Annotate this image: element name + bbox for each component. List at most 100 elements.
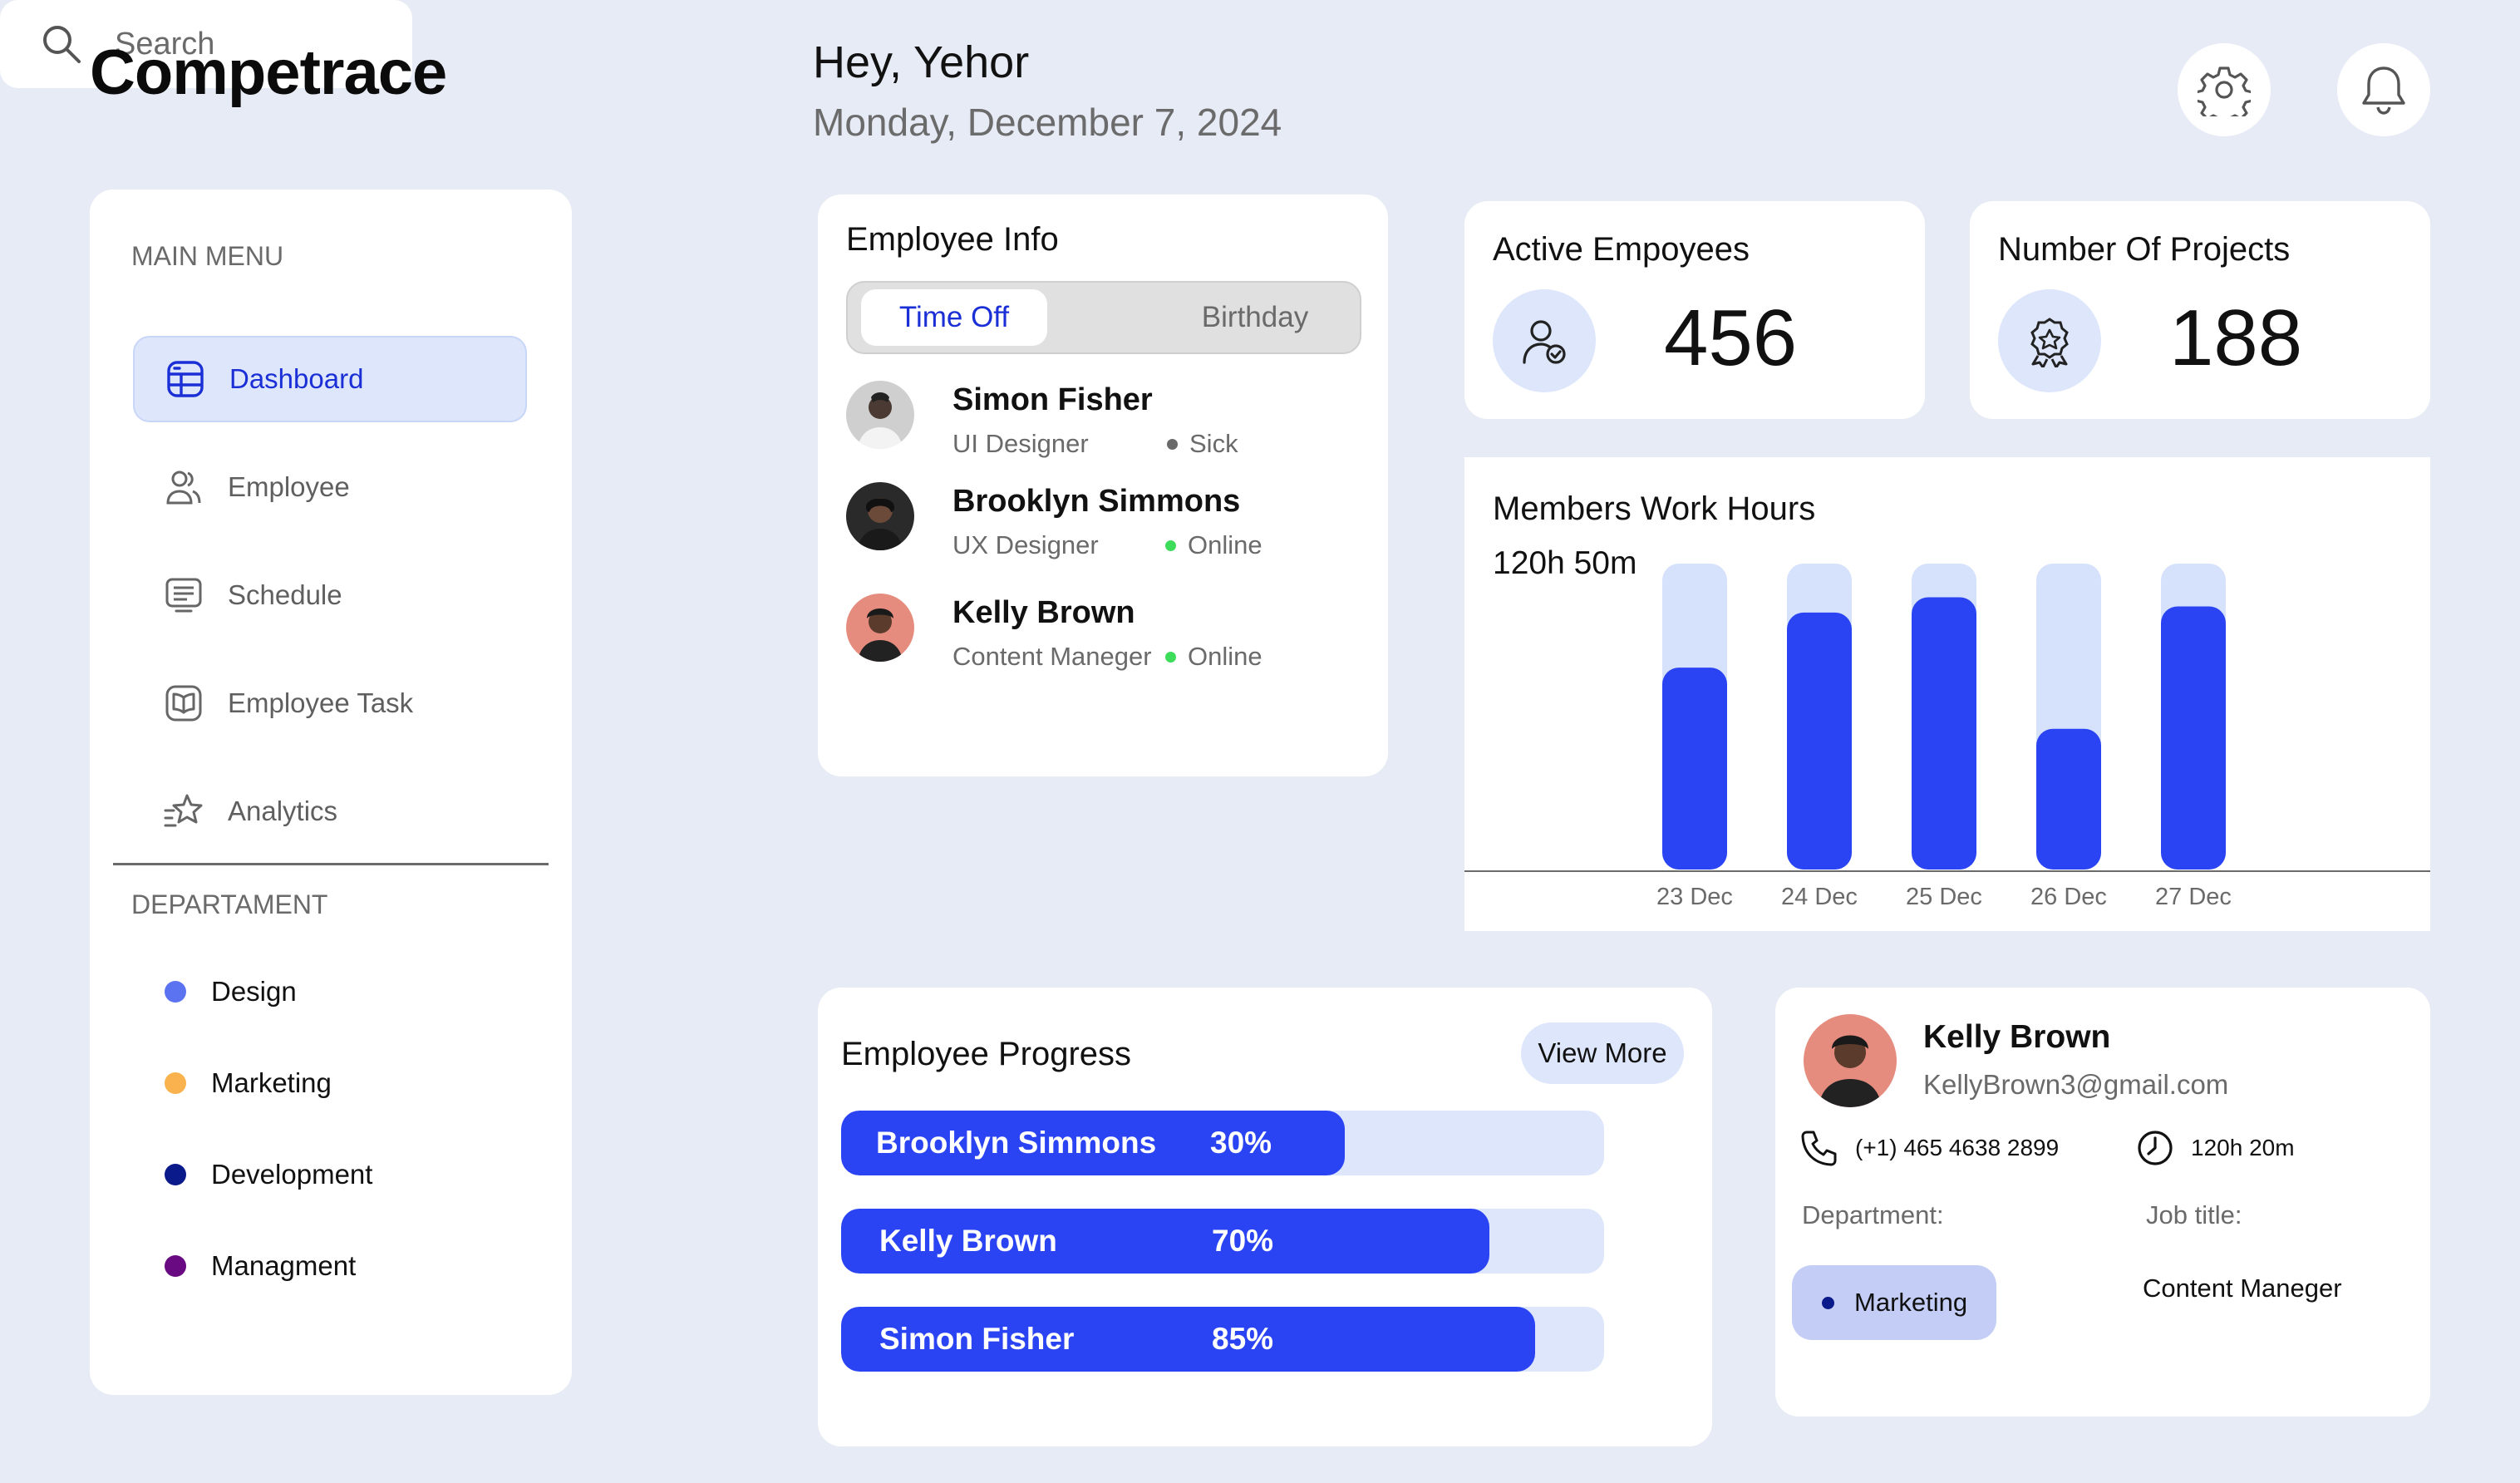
employee-row[interactable]: Simon Fisher UI Designer Sick — [846, 381, 1361, 459]
profile-name: Kelly Brown — [1923, 1019, 2111, 1055]
sidebar-item-dashboard[interactable]: Dashboard — [133, 336, 527, 422]
department-item-marketing[interactable]: Marketing — [165, 1067, 332, 1099]
employee-name: Kelly Brown — [952, 595, 1135, 630]
work-hours-chart: 23 Dec 24 Dec 25 Dec 26 Dec 27 Dec — [1464, 564, 2430, 910]
chart-title: Members Work Hours — [1493, 490, 1816, 527]
progress-percent: 30% — [1210, 1126, 1272, 1160]
employee-info-title: Employee Info — [846, 221, 1059, 258]
schedule-icon — [163, 574, 204, 616]
sidebar-item-employee[interactable]: Employee — [133, 444, 527, 530]
sidebar: MAIN MENU Dashboard Employee — [90, 190, 572, 1395]
award-icon — [1998, 289, 2101, 392]
department-title: DEPARTAMENT — [131, 889, 328, 919]
sidebar-item-employee-task[interactable]: Employee Task — [133, 660, 527, 746]
department-item-development[interactable]: Development — [165, 1159, 372, 1190]
sidebar-divider — [113, 863, 549, 865]
search-bar[interactable] — [0, 0, 412, 88]
tab-birthday[interactable]: Birthday — [1201, 301, 1309, 333]
dashboard-icon — [165, 358, 206, 400]
phone-text: (+1) 465 4638 2899 — [1855, 1135, 2060, 1160]
avatar — [846, 381, 914, 449]
status-dot — [1165, 651, 1176, 663]
department-label: Department: — [1802, 1200, 1944, 1229]
search-input[interactable] — [113, 25, 382, 63]
employee-row[interactable]: Brooklyn Simmons UX Designer Online — [846, 482, 1361, 560]
department-dot — [1822, 1296, 1834, 1309]
profile-card: Kelly Brown KellyBrown3@gmail.com (+1) 4… — [1775, 988, 2430, 1416]
clock-icon — [2136, 1129, 2174, 1167]
settings-button[interactable] — [2178, 43, 2271, 136]
progress-name: Simon Fisher — [879, 1322, 1075, 1356]
projects-card: Number Of Projects 188 — [1970, 201, 2430, 419]
profile-phone[interactable]: (+1) 465 4638 2899 — [1800, 1129, 2059, 1167]
status-text: Online — [1188, 642, 1262, 671]
chart-tick-label: 26 Dec — [2030, 884, 2107, 910]
users-icon — [163, 466, 204, 508]
job-title-label: Job title: — [2146, 1200, 2242, 1229]
progress-title: Employee Progress — [841, 1036, 1132, 1072]
sidebar-item-label: Schedule — [228, 579, 342, 610]
progress-bar: Brooklyn Simmons 30% — [841, 1111, 1604, 1175]
chart-bar[interactable] — [2161, 606, 2226, 870]
progress-name: Brooklyn Simmons — [876, 1126, 1157, 1160]
projects-title: Number Of Projects — [1998, 231, 2291, 268]
department-value: Marketing — [1854, 1288, 1968, 1317]
chart-bar[interactable] — [1912, 597, 1976, 870]
progress-percent: 70% — [1212, 1224, 1274, 1258]
department-label: Design — [211, 976, 297, 1007]
view-more-button[interactable]: View More — [1521, 1022, 1684, 1084]
phone-icon — [1800, 1129, 1838, 1167]
chart-bar[interactable] — [1662, 668, 1727, 870]
chart-total-hours: 120h 50m — [1493, 545, 1637, 581]
employee-row[interactable]: Kelly Brown Content Maneger Online — [846, 594, 1361, 671]
sidebar-item-analytics[interactable]: Analytics — [133, 768, 527, 855]
search-icon — [43, 26, 81, 63]
department-item-managment[interactable]: Managment — [165, 1250, 356, 1282]
department-dot — [165, 1255, 186, 1277]
department-dot — [165, 1164, 186, 1185]
sidebar-item-schedule[interactable]: Schedule — [133, 552, 527, 638]
tab-time-off[interactable]: Time Off — [861, 289, 1047, 346]
projects-value: 188 — [2169, 293, 2303, 382]
active-employees-value: 456 — [1664, 293, 1798, 382]
department-label: Marketing — [211, 1067, 332, 1098]
progress-bar: Simon Fisher 85% — [841, 1307, 1604, 1372]
department-label: Development — [211, 1159, 373, 1190]
bell-icon — [2362, 67, 2405, 115]
status-dot — [1167, 438, 1178, 450]
chart-tick-label: 24 Dec — [1781, 884, 1858, 910]
progress-percent: 85% — [1212, 1322, 1274, 1356]
chart-bar[interactable] — [1787, 612, 1852, 870]
progress-bar: Kelly Brown 70% — [841, 1209, 1604, 1274]
department-label: Managment — [211, 1250, 357, 1281]
notifications-button[interactable] — [2337, 43, 2430, 136]
progress-fill — [841, 1209, 1490, 1274]
main-menu-title: MAIN MENU — [131, 241, 284, 271]
app-logo: Competrace — [90, 37, 447, 108]
chart-bar[interactable] — [2036, 728, 2101, 870]
employee-info-toggle: Time Off Birthday — [846, 281, 1361, 354]
status-badge: Online — [1165, 530, 1262, 560]
progress-fill — [841, 1111, 1345, 1175]
work-hours-chart-card: 23 Dec 24 Dec 25 Dec 26 Dec 27 Dec Members W… — [1464, 457, 2430, 931]
hours-text: 120h 20m — [2191, 1135, 2295, 1160]
current-date: Monday, December 7, 2024 — [813, 101, 1282, 144]
profile-email[interactable]: KellyBrown3@gmail.com — [1923, 1069, 2229, 1100]
department-item-design[interactable]: Design — [165, 976, 297, 1008]
status-badge: Sick — [1167, 429, 1238, 459]
avatar — [1804, 1014, 1897, 1107]
department-badge: Marketing — [1792, 1265, 1996, 1340]
status-text: Sick — [1189, 429, 1238, 458]
sidebar-item-label: Dashboard — [229, 363, 364, 394]
employee-role: Content Maneger — [952, 642, 1152, 671]
status-badge: Online — [1165, 642, 1262, 672]
progress-name: Kelly Brown — [879, 1224, 1057, 1258]
status-text: Online — [1188, 530, 1262, 559]
sidebar-item-label: Employee — [228, 471, 350, 502]
job-title-value: Content Maneger — [2143, 1274, 2342, 1303]
employee-progress-card: Employee Progress View More Brooklyn Sim… — [818, 988, 1712, 1446]
greeting: Hey, Yehor — [813, 37, 1030, 87]
status-dot — [1165, 539, 1176, 551]
avatar — [846, 482, 914, 550]
department-dot — [165, 1072, 186, 1094]
